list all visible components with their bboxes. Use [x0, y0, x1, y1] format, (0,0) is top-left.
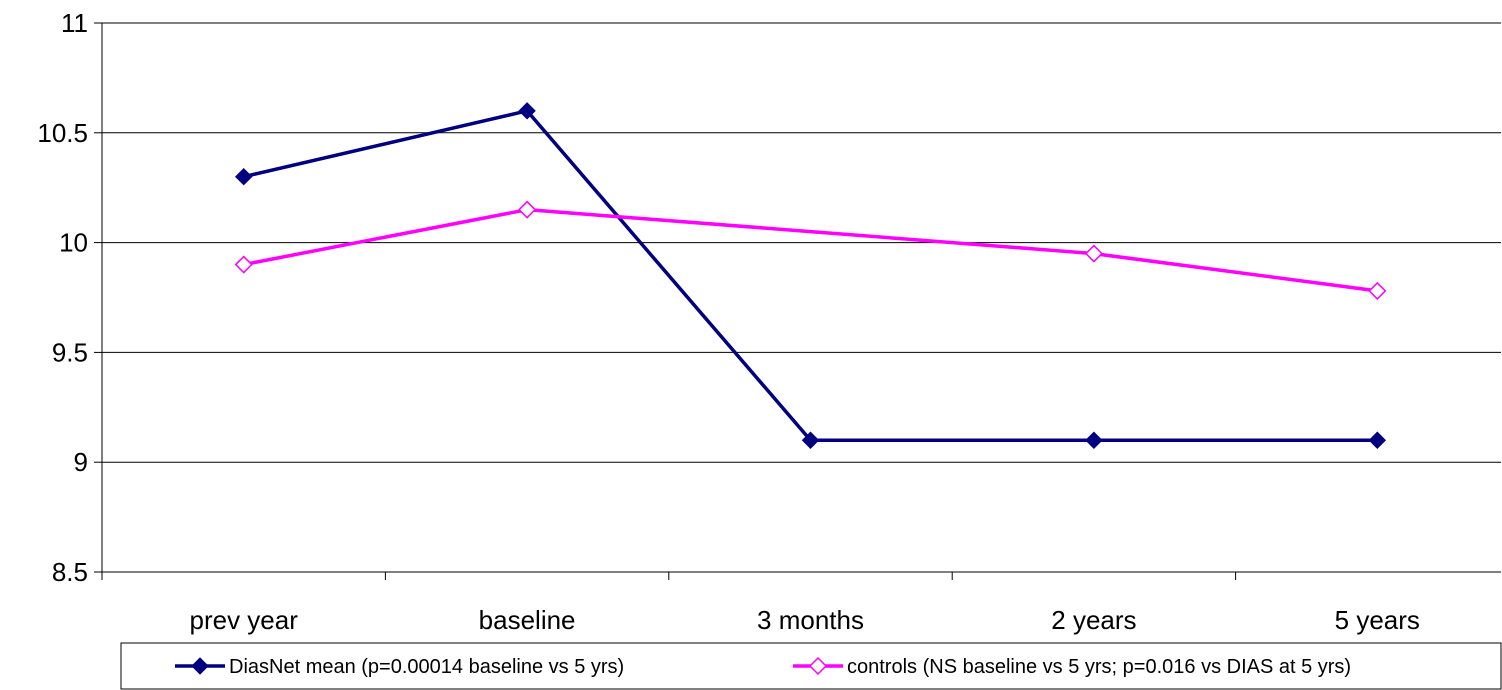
y-tick-label: 8.5 — [52, 557, 88, 587]
legend-item: controls (NS baseline vs 5 yrs; p=0.016 … — [793, 656, 1351, 678]
series-lines — [234, 102, 1387, 449]
y-tick-label: 10.5 — [37, 118, 88, 148]
data-point-marker — [191, 657, 209, 675]
x-tick-label: prev year — [190, 605, 299, 635]
x-tick-label: 3 months — [757, 605, 864, 635]
y-tick-label: 10 — [59, 228, 88, 258]
series-line — [243, 207, 1378, 293]
y-tick-label: 11 — [61, 8, 88, 38]
data-point-marker — [1085, 431, 1103, 449]
legend-label: DiasNet mean (p=0.00014 baseline vs 5 yr… — [229, 656, 624, 678]
x-axis-tick-labels: prev year baseline 3 months 2 years 5 years — [190, 605, 1420, 635]
grid-lines — [102, 22, 1501, 463]
data-point-marker — [234, 255, 253, 274]
legend: DiasNet mean (p=0.00014 baseline vs 5 yr… — [120, 642, 1502, 690]
legend-item: DiasNet mean (p=0.00014 baseline vs 5 yr… — [175, 656, 624, 678]
data-point-marker — [1084, 244, 1103, 263]
series-line — [243, 109, 1378, 442]
data-point-marker — [1368, 281, 1387, 300]
data-point-marker — [518, 200, 537, 219]
x-tick-label: 2 years — [1051, 605, 1136, 635]
data-point-marker — [234, 168, 253, 186]
data-point-marker — [801, 431, 820, 449]
legend-label: controls (NS baseline vs 5 yrs; p=0.016 … — [847, 656, 1351, 678]
y-axis-tick-labels: 8.5 9 9.5 10 10.5 11 — [37, 8, 88, 587]
data-point-marker — [518, 102, 536, 120]
x-tick-label: 5 years — [1335, 605, 1420, 635]
y-tick-label: 9.5 — [52, 337, 88, 367]
data-point-marker — [808, 656, 828, 676]
x-tick-label: baseline — [479, 605, 576, 635]
axes — [94, 22, 1501, 580]
data-point-marker — [1368, 431, 1387, 449]
y-tick-label: 9 — [74, 447, 88, 477]
series-controls — [234, 200, 1387, 300]
series-diasnet — [234, 102, 1387, 449]
